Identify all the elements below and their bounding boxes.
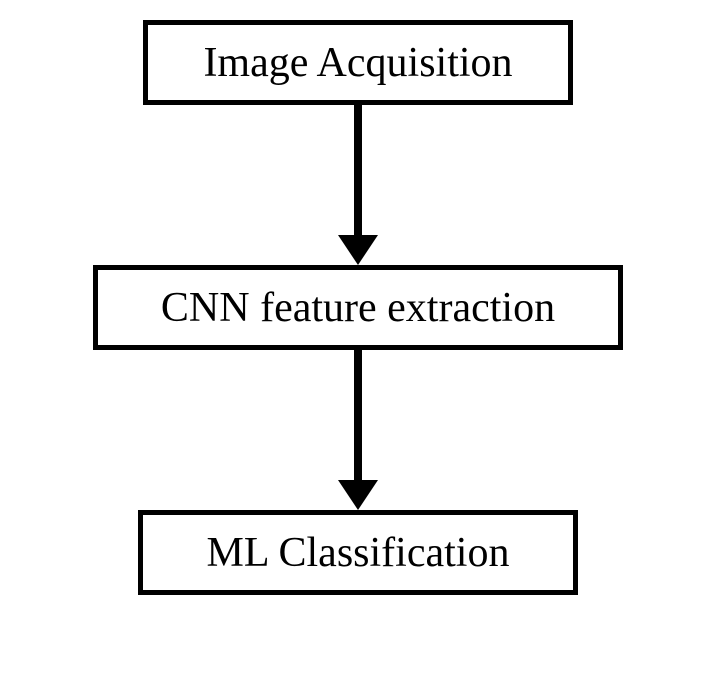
flowchart-node-ml-classification: ML Classification [138,510,578,595]
arrow-head-icon [338,235,378,265]
node-label: Image Acquisition [203,39,512,87]
flowchart-arrow-2 [338,350,378,510]
node-label: CNN feature extraction [161,284,555,332]
arrow-line [354,350,362,480]
arrow-line [354,105,362,235]
flowchart-node-cnn-feature-extraction: CNN feature extraction [93,265,623,350]
flowchart-node-image-acquisition: Image Acquisition [143,20,573,105]
arrow-head-icon [338,480,378,510]
node-label: ML Classification [207,529,510,577]
flowchart-arrow-1 [338,105,378,265]
